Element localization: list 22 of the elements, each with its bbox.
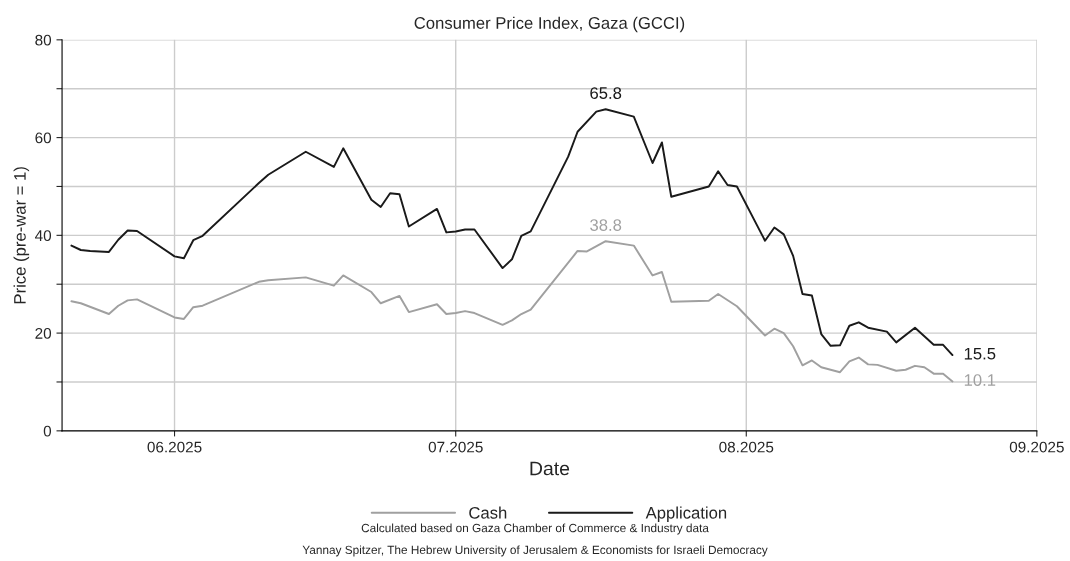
y-axis-title: Price (pre-war = 1) bbox=[13, 167, 30, 304]
line-series bbox=[70, 240, 954, 383]
annotation: 38.8 bbox=[590, 219, 622, 231]
chart-title: Consumer Price Index, Gaza (GCCI) bbox=[414, 16, 685, 33]
text: Yannay Spitzer, The Hebrew University of Jerusalem & Economists for Israeli Democracy bbox=[302, 545, 768, 557]
legend-label: Application bbox=[645, 506, 727, 522]
y-tick-label: 80 bbox=[35, 34, 52, 46]
x-tick-label: 06.2025 bbox=[147, 441, 202, 453]
annotation: 65.8 bbox=[590, 87, 622, 99]
annotation: 15.5 bbox=[964, 347, 996, 360]
x-tick-label: 07.2025 bbox=[428, 441, 483, 453]
x-axis-title: Date bbox=[530, 461, 570, 476]
line-series bbox=[70, 108, 954, 357]
y-tick-label: 20 bbox=[35, 327, 52, 339]
y-tick-label: 40 bbox=[35, 230, 52, 242]
x-tick-label: 09.2025 bbox=[1009, 441, 1064, 453]
annotation: 10.1 bbox=[964, 374, 996, 386]
y-tick-label: 0 bbox=[43, 425, 52, 437]
text: Calculated based on Gaza Chamber of Commerce & Industry data bbox=[361, 523, 709, 535]
x-tick-label: 08.2025 bbox=[719, 441, 774, 453]
legend-label: Cash bbox=[469, 506, 507, 519]
y-tick-label: 60 bbox=[35, 132, 52, 144]
